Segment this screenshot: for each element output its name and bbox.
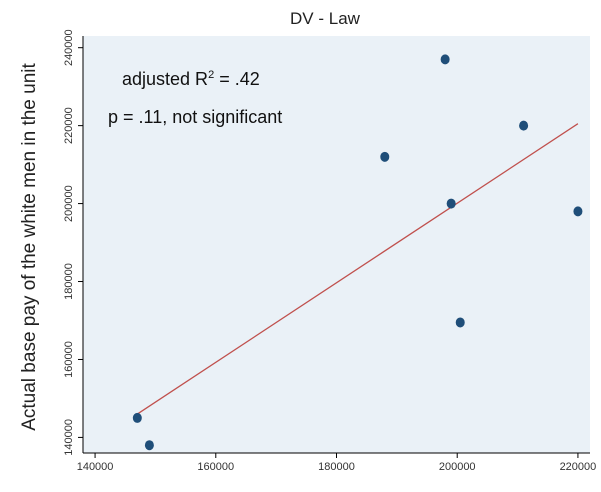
data-point xyxy=(132,412,142,423)
y-tick-label: 200000 xyxy=(63,185,75,222)
p-value-annotation: p = .11, not significant xyxy=(108,107,282,127)
data-point xyxy=(144,440,154,451)
y-tick-label: 140000 xyxy=(63,419,75,456)
data-point xyxy=(440,54,450,65)
data-point xyxy=(380,151,390,162)
y-axis: 140000 160000 180000 200000 220000 240000 xyxy=(63,29,84,456)
x-tick-label: 180000 xyxy=(318,461,355,473)
x-tick-label: 200000 xyxy=(439,461,476,473)
data-point xyxy=(446,198,456,209)
y-axis-label: Actual base pay of the white men in the … xyxy=(19,63,40,431)
plot-area xyxy=(83,36,590,453)
r-squared-superscript: 2 xyxy=(208,69,214,81)
r-squared-annotation: adjusted R2 = .42 xyxy=(122,69,260,89)
data-point xyxy=(573,206,583,217)
r-squared-prefix: adjusted R xyxy=(122,69,208,89)
r-squared-value: = .42 xyxy=(214,69,260,89)
y-tick-label: 180000 xyxy=(63,263,75,300)
x-tick-label: 140000 xyxy=(77,461,114,473)
y-tick-label: 240000 xyxy=(63,29,75,66)
y-tick-label: 220000 xyxy=(63,107,75,144)
x-tick-label: 220000 xyxy=(560,461,597,473)
x-axis: 140000 160000 180000 200000 220000 xyxy=(77,452,597,473)
data-point xyxy=(455,317,465,328)
data-points xyxy=(132,54,583,451)
chart-title: DV - Law xyxy=(290,9,361,28)
y-tick-label: 160000 xyxy=(63,341,75,378)
x-tick-label: 160000 xyxy=(197,461,234,473)
data-point xyxy=(519,120,529,131)
fit-line xyxy=(136,123,579,415)
